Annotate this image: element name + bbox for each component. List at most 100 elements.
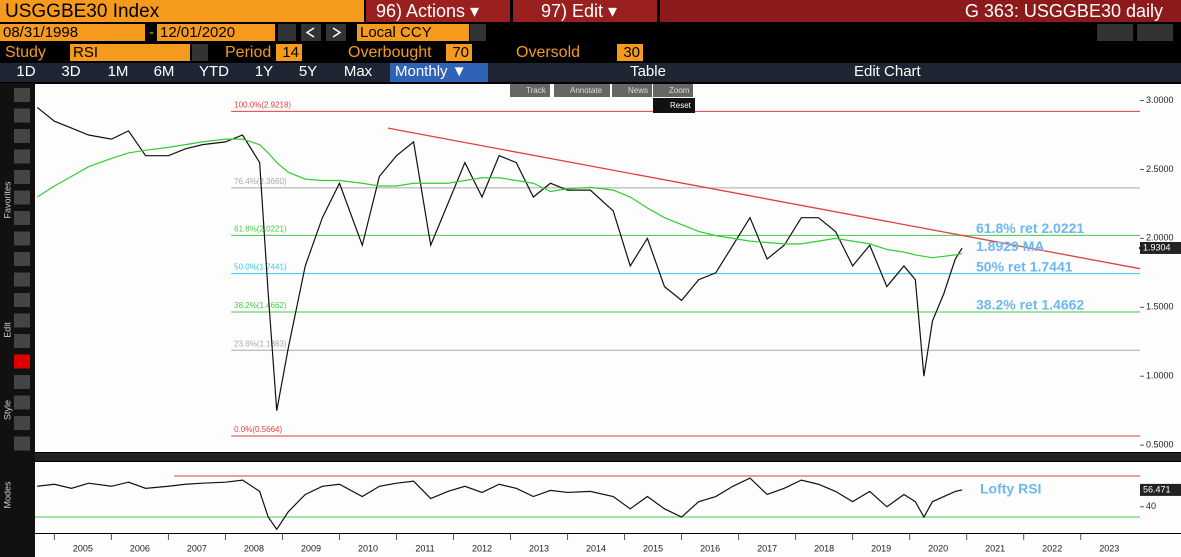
rsi-tick-label: 40: [1146, 501, 1156, 511]
price-line: [36, 106, 963, 411]
side-tool[interactable]: [14, 170, 30, 184]
fib-label: 100.0%(2.9218): [234, 100, 291, 109]
y-tick-label: 1.0000: [1146, 371, 1174, 381]
side-tool[interactable]: [14, 416, 30, 430]
x-tick-label: 2023: [1099, 543, 1119, 553]
side-tool[interactable]: [14, 313, 30, 328]
fib-label: 0.0%(0.5664): [234, 425, 282, 434]
y-tick-label: 3.0000: [1146, 95, 1174, 105]
y-tick-label: 2.0000: [1146, 233, 1174, 243]
chart-tool-label: Zoom: [669, 86, 690, 95]
period-label: Period: [225, 44, 271, 61]
oversold-field[interactable]: [617, 44, 643, 61]
side-label: Edit: [2, 322, 12, 338]
side-tool[interactable]: [14, 149, 30, 164]
fib-label: 23.6%(1.1883): [234, 339, 287, 348]
period-field[interactable]: [276, 44, 302, 61]
side-tool[interactable]: [14, 293, 30, 307]
fib-label: 38.2%(1.4662): [234, 301, 287, 310]
annotation: 1.8929 MA: [976, 238, 1044, 254]
date-sep: -: [149, 24, 154, 41]
overbought-label: Overbought: [348, 44, 432, 61]
undo-button[interactable]: [1097, 24, 1133, 41]
actions: 96) Actions ▾: [376, 1, 479, 21]
period-button[interactable]: YTD: [199, 63, 229, 80]
oversold: 30: [623, 44, 640, 61]
reset-button[interactable]: [653, 98, 695, 113]
prev-button[interactable]: [301, 24, 321, 41]
period-button[interactable]: 6M: [154, 63, 175, 80]
security: USGGBE30 Index: [5, 1, 160, 22]
last-value: 1.9304: [1143, 242, 1171, 252]
panel-divider: [35, 453, 1181, 461]
chart-tool[interactable]: [510, 84, 550, 97]
reset-label: Reset: [670, 101, 692, 110]
period-button[interactable]: 1M: [108, 63, 129, 80]
x-tick-label: 2009: [301, 543, 321, 553]
trend-line: [387, 127, 1141, 270]
x-axis: [35, 534, 1181, 557]
x-tick-label: 2019: [871, 543, 891, 553]
price-panel: [35, 84, 1140, 452]
rsi-panel: [35, 462, 1140, 533]
side-tool[interactable]: [14, 395, 30, 410]
end-date-field[interactable]: [157, 24, 275, 41]
side-tool[interactable]: [14, 231, 30, 246]
x-tick-label: 2022: [1042, 543, 1062, 553]
prev-arrow: [305, 27, 315, 38]
side-tool[interactable]: [14, 252, 30, 266]
price-line: [36, 138, 963, 259]
fib-label: 61.8%(2.0221): [234, 224, 287, 233]
chart-tool[interactable]: [653, 84, 693, 97]
period-button[interactable]: 1D: [16, 63, 35, 80]
rsi-axis: [1140, 462, 1181, 533]
chart-tool-label: News: [628, 86, 648, 95]
next-arrow: [332, 27, 342, 38]
last-value-marker: [1139, 246, 1141, 249]
start-date-field[interactable]: [0, 24, 145, 41]
side-tool[interactable]: [14, 375, 30, 389]
chart-tool[interactable]: [612, 84, 652, 97]
calendar-button[interactable]: [278, 24, 296, 41]
study-label: Study: [5, 44, 46, 61]
overbought: 70: [452, 44, 469, 61]
study-field[interactable]: [70, 44, 190, 61]
currency-dropdown[interactable]: [470, 24, 486, 41]
rsi-title: Lofty RSI: [980, 481, 1041, 497]
x-tick-label: 2021: [985, 543, 1005, 553]
currency-field[interactable]: [357, 24, 469, 41]
side-tool[interactable]: [14, 436, 30, 451]
side-tool[interactable]: [14, 108, 30, 123]
frequency-button[interactable]: [390, 63, 488, 82]
rsi-line: [37, 477, 963, 531]
side-tool[interactable]: [14, 190, 30, 205]
y-tick-label: 1.5000: [1146, 302, 1174, 312]
overbought-field[interactable]: [446, 44, 472, 61]
rsi-last-tag: [1140, 483, 1181, 496]
edit-button[interactable]: [513, 0, 657, 22]
period-button[interactable]: 1Y: [255, 63, 273, 80]
side-tool[interactable]: [14, 334, 30, 348]
side-tool[interactable]: [14, 211, 30, 225]
study-dropdown[interactable]: [192, 44, 208, 61]
period-button[interactable]: 3D: [61, 63, 80, 80]
security-field[interactable]: [0, 0, 364, 22]
side-tool[interactable]: [14, 272, 30, 287]
side-label: Favorites: [2, 181, 12, 219]
table-button[interactable]: Table: [630, 63, 666, 80]
period-button[interactable]: 5Y: [299, 63, 317, 80]
oversold-label: Oversold: [516, 44, 580, 61]
x-tick-label: 2018: [814, 543, 834, 553]
side-tool[interactable]: [14, 354, 30, 369]
period: 14: [282, 44, 299, 61]
actions-button[interactable]: [366, 0, 510, 22]
period-button[interactable]: Max: [344, 63, 373, 80]
x-tick-label: 2007: [187, 543, 207, 553]
side-tool[interactable]: [14, 129, 30, 143]
y-tick-label: 0.5000: [1146, 439, 1174, 449]
chart-tool[interactable]: [554, 84, 610, 97]
next-button[interactable]: [326, 24, 346, 41]
side-tool[interactable]: [14, 88, 30, 102]
edit-chart-button[interactable]: Edit Chart: [854, 63, 922, 80]
redo-button[interactable]: [1137, 24, 1173, 41]
